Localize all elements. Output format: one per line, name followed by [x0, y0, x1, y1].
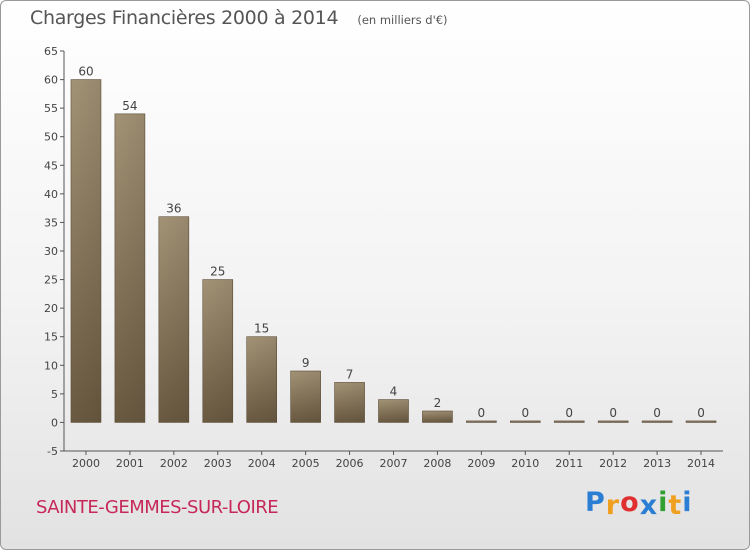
y-tick-label: 15 [44, 331, 58, 344]
x-tick-label-2004: 2004 [248, 457, 276, 470]
bar-shade-2008 [422, 411, 453, 423]
logo-letter: o [620, 487, 640, 518]
logo-letter: t [668, 490, 683, 521]
bar-shade-2013 [642, 420, 673, 423]
x-tick-label-2003: 2003 [204, 457, 232, 470]
value-label-2000: 60 [78, 65, 93, 79]
logo-letter: P [585, 487, 606, 518]
logo-letter: i [658, 487, 669, 518]
y-tick-label: 20 [44, 302, 58, 315]
bar-shade-2002 [158, 216, 189, 423]
logo-letter: i [682, 487, 693, 518]
value-label-2014: 0 [697, 406, 705, 420]
x-tick-label-2005: 2005 [292, 457, 320, 470]
y-tick-label: 5 [51, 388, 58, 401]
y-tick-label: 25 [44, 274, 58, 287]
y-tick-label: 35 [44, 216, 58, 229]
bar-shade-2004 [246, 336, 277, 423]
x-tick-label-2009: 2009 [467, 457, 495, 470]
bar-shade-2003 [202, 279, 233, 423]
bar-shade-2014 [686, 420, 717, 423]
value-label-2013: 0 [653, 406, 661, 420]
logo-letter: r [605, 490, 621, 521]
chart-subtitle: (en milliers d'€) [357, 13, 448, 27]
bar-shade-2012 [598, 420, 629, 423]
value-label-2006: 7 [346, 367, 354, 381]
x-tick-label-2007: 2007 [380, 457, 408, 470]
value-label-2008: 2 [434, 396, 442, 410]
bar-shade-2000 [70, 79, 101, 423]
chart-title: Charges Financières 2000 à 2014 [30, 7, 339, 29]
bars [70, 79, 717, 423]
x-tick-label-2001: 2001 [116, 457, 144, 470]
y-tick-label: 55 [44, 102, 58, 115]
value-label-2003: 25 [210, 265, 225, 279]
x-tick-label-2014: 2014 [687, 457, 715, 470]
bar-shade-2001 [114, 113, 145, 423]
value-label-2010: 0 [521, 406, 529, 420]
bar-shade-2006 [334, 382, 365, 423]
logo-letter: x [639, 490, 659, 521]
value-label-2004: 15 [254, 322, 269, 336]
value-label-2001: 54 [122, 99, 137, 113]
value-label-2012: 0 [609, 406, 617, 420]
value-labels: 60 54 36 25 15 9 7 4 2 0 0 0 0 0 0 [78, 65, 705, 420]
x-tick-label-2011: 2011 [555, 457, 583, 470]
y-tick-label: 65 [44, 45, 58, 58]
x-tick-label-2008: 2008 [423, 457, 451, 470]
value-label-2011: 0 [565, 406, 573, 420]
value-label-2002: 36 [166, 202, 181, 216]
value-label-2007: 4 [390, 385, 398, 399]
bar-shade-2011 [554, 420, 585, 423]
bar-shade-2007 [378, 399, 409, 423]
y-tick-label: 0 [51, 416, 58, 429]
y-tick-label: -5 [47, 445, 58, 458]
x-tick-label-2002: 2002 [160, 457, 188, 470]
commune-name: SAINTE-GEMMES-SUR-LOIRE [36, 497, 279, 518]
y-tick-label: 50 [44, 131, 58, 144]
proxiti-logo[interactable]: Proxiti [585, 487, 693, 521]
y-tick-label: 45 [44, 159, 58, 172]
y-tick-label: 60 [44, 74, 58, 87]
x-tick-label-2012: 2012 [599, 457, 627, 470]
title-row: Charges Financières 2000 à 2014 (en mill… [30, 7, 448, 29]
value-label-2009: 0 [478, 406, 486, 420]
x-tick-label-2000: 2000 [72, 457, 100, 470]
y-tick-label: 30 [44, 245, 58, 258]
bar-shade-2005 [290, 371, 321, 423]
x-tick-label-2010: 2010 [511, 457, 539, 470]
y-tick-label: 10 [44, 359, 58, 372]
y-tick-label: 40 [44, 188, 58, 201]
value-label-2005: 9 [302, 356, 310, 370]
bar-shade-2009 [466, 420, 497, 423]
x-tick-label-2006: 2006 [336, 457, 364, 470]
bar-shade-2010 [510, 420, 541, 423]
x-tick-label-2013: 2013 [643, 457, 671, 470]
